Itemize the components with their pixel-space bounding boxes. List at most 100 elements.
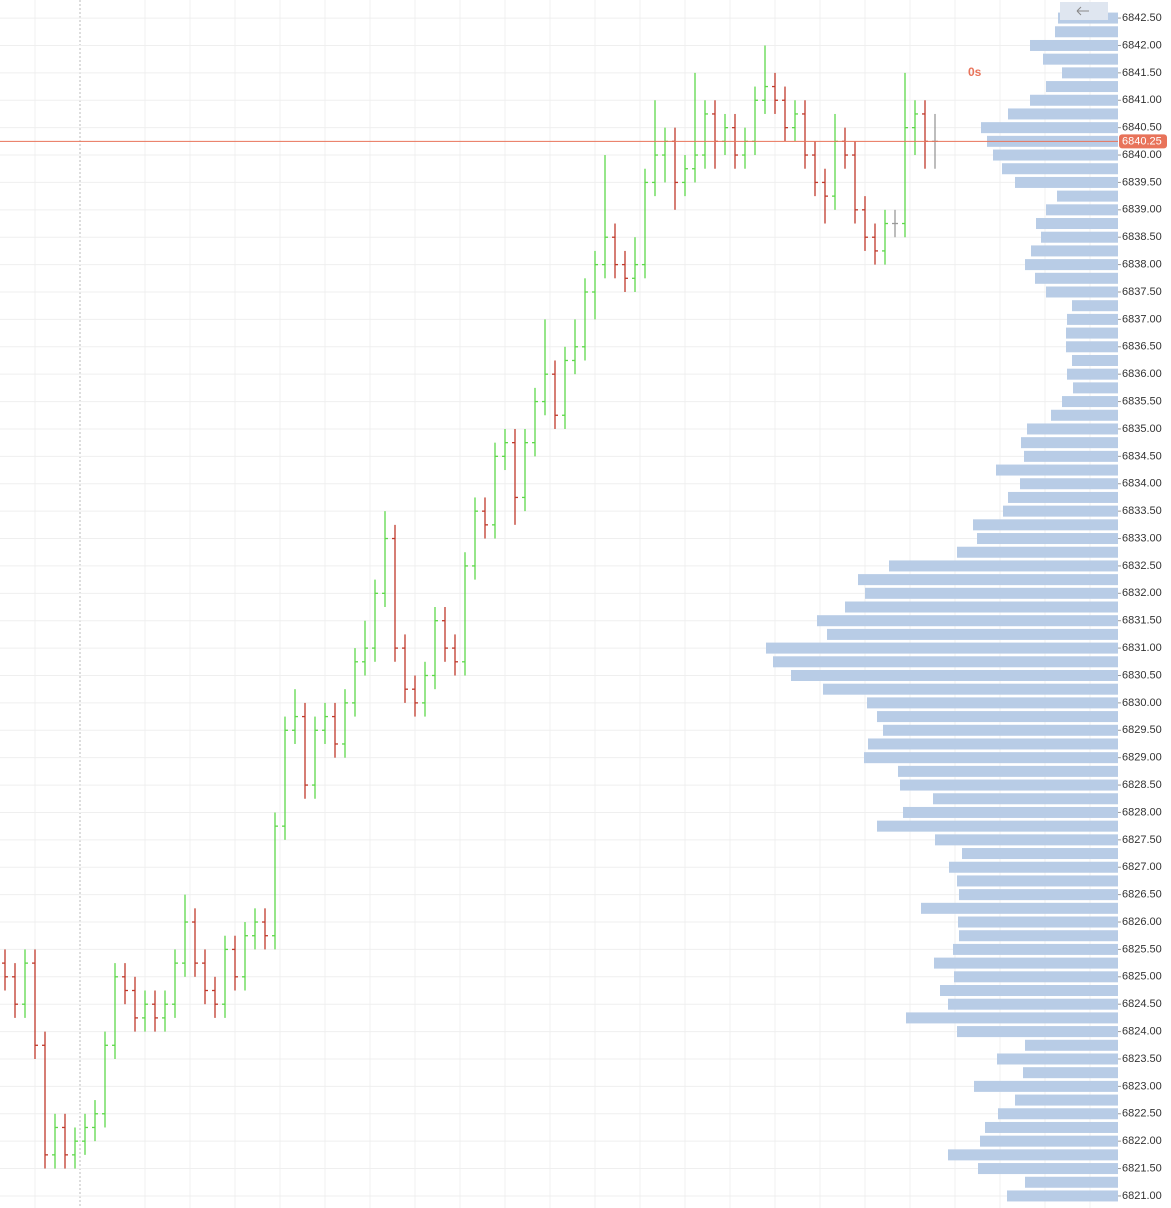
y-tick-label: 6827.50	[1122, 834, 1162, 846]
profile-bar	[867, 697, 1118, 709]
y-tick-label: 6822.00	[1122, 1135, 1162, 1147]
profile-bar	[997, 1053, 1118, 1065]
profile-bar	[1035, 272, 1118, 284]
profile-bar	[845, 601, 1118, 613]
profile-bar	[1027, 423, 1118, 435]
profile-bar	[977, 533, 1118, 545]
y-tick-label: 6829.50	[1122, 724, 1162, 736]
y-tick-label: 6836.50	[1122, 341, 1162, 353]
profile-bar	[973, 519, 1118, 531]
y-tick-label: 6839.00	[1122, 204, 1162, 216]
profile-bar	[900, 779, 1118, 791]
profile-bar	[1046, 204, 1118, 216]
y-tick-label: 6841.50	[1122, 67, 1162, 79]
y-tick-label: 6842.00	[1122, 39, 1162, 51]
profile-bar	[1030, 94, 1118, 106]
profile-bar	[921, 902, 1118, 914]
y-tick-label: 6837.50	[1122, 286, 1162, 298]
profile-bar	[1023, 1067, 1118, 1079]
plot: 6842.506842.006841.506841.006840.506840.…	[0, 12, 1167, 1202]
profile-bar	[858, 574, 1118, 586]
profile-bar	[877, 820, 1118, 832]
profile-bar	[1025, 1039, 1118, 1051]
profile-bar	[949, 861, 1118, 873]
profile-bar	[1024, 450, 1118, 462]
y-tick-label: 6835.50	[1122, 395, 1162, 407]
y-tick-label: 6821.50	[1122, 1162, 1162, 1174]
y-tick-label: 6833.50	[1122, 505, 1162, 517]
y-tick-label: 6833.00	[1122, 532, 1162, 544]
y-tick-label: 6830.00	[1122, 697, 1162, 709]
y-tick-label: 6822.50	[1122, 1108, 1162, 1120]
profile-bar	[962, 848, 1118, 860]
profile-bar	[827, 628, 1118, 640]
y-tick-label: 6826.00	[1122, 916, 1162, 928]
y-tick-label: 6832.50	[1122, 560, 1162, 572]
profile-bar	[791, 669, 1118, 681]
y-tick-label: 6837.00	[1122, 313, 1162, 325]
arrow-icon	[1076, 6, 1089, 16]
y-tick-label: 6828.00	[1122, 806, 1162, 818]
profile-bar	[954, 971, 1118, 983]
profile-bar	[940, 985, 1118, 997]
y-tick-label: 6840.50	[1122, 122, 1162, 134]
profile-bar	[1015, 176, 1118, 188]
y-tick-label: 6834.00	[1122, 478, 1162, 490]
profile-bar	[1057, 190, 1118, 202]
profile-bar	[998, 1108, 1118, 1120]
y-tick-label: 6834.50	[1122, 450, 1162, 462]
profile-bar	[1030, 39, 1118, 51]
profile-bar	[1072, 300, 1118, 312]
countdown: 0s	[968, 65, 982, 79]
profile-bar	[1043, 53, 1118, 65]
profile-bar	[981, 122, 1118, 134]
profile-bar	[974, 1080, 1118, 1092]
profile-bar	[1067, 313, 1118, 325]
y-tick-label: 6823.00	[1122, 1080, 1162, 1092]
y-tick-label: 6829.00	[1122, 752, 1162, 764]
y-tick-label: 6835.00	[1122, 423, 1162, 435]
profile-bar	[898, 765, 1118, 777]
profile-bar	[1020, 478, 1118, 490]
profile-bar	[1007, 1190, 1118, 1202]
profile-bar	[958, 916, 1118, 928]
profile-bar	[957, 875, 1118, 887]
current-price-label: 6840.25	[1122, 135, 1162, 147]
profile-bar	[1046, 286, 1118, 298]
profile-bar	[766, 642, 1118, 654]
profile-bar	[1015, 1094, 1118, 1106]
profile-bar	[823, 683, 1118, 695]
profile-bar	[1073, 382, 1118, 394]
profile-bar	[1003, 505, 1118, 517]
profile-bar	[1031, 245, 1118, 257]
y-tick-label: 6826.50	[1122, 889, 1162, 901]
profile-bar	[948, 1149, 1118, 1161]
profile-bar	[935, 834, 1118, 846]
profile-bar	[868, 738, 1118, 750]
y-tick-label: 6842.50	[1122, 12, 1162, 24]
profile-bar	[978, 1163, 1118, 1175]
y-tick-label: 6831.00	[1122, 642, 1162, 654]
profile-bar	[864, 752, 1118, 764]
profile-bar	[1025, 1176, 1118, 1188]
profile-bar	[1046, 81, 1118, 93]
profile-bar	[1002, 163, 1118, 175]
profile-bar	[959, 930, 1118, 942]
profile-bar	[817, 615, 1118, 627]
profile-bar	[948, 998, 1118, 1010]
y-tick-label: 6825.50	[1122, 943, 1162, 955]
profile-bar	[1067, 368, 1118, 380]
profile-bar	[883, 724, 1118, 736]
y-tick-label: 6830.50	[1122, 669, 1162, 681]
profile-bar	[953, 943, 1118, 955]
profile-bar	[1025, 259, 1118, 271]
profile-bar	[985, 1121, 1118, 1133]
profile-bar	[1062, 396, 1118, 408]
profile-bar	[1041, 231, 1118, 243]
profile-bar	[1072, 354, 1118, 366]
y-tick-label: 6836.00	[1122, 368, 1162, 380]
profile-bar	[996, 464, 1118, 476]
profile-bar	[959, 889, 1118, 901]
profile-bar	[889, 560, 1118, 572]
